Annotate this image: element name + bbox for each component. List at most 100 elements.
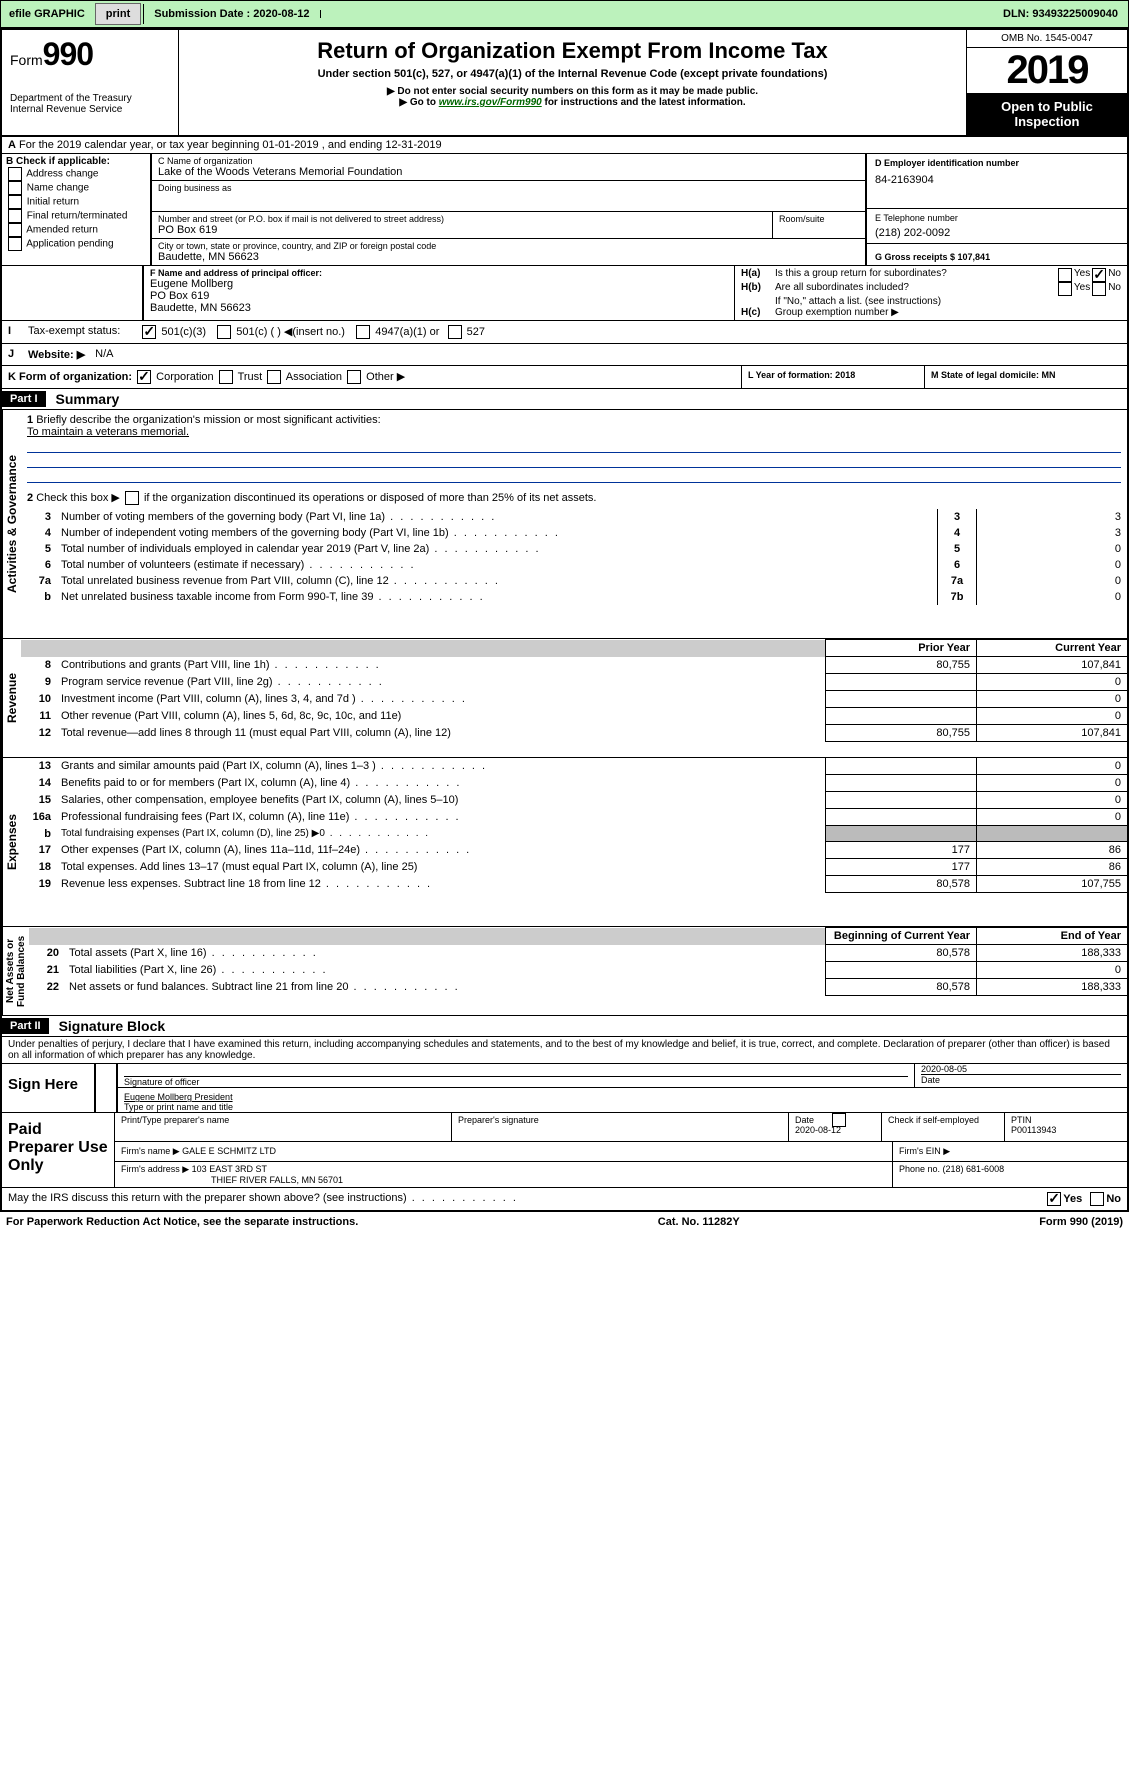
self-employed: Check if self-employed bbox=[882, 1113, 1005, 1141]
firm-addr1: 103 EAST 3RD ST bbox=[192, 1164, 267, 1174]
boxb-checkbox[interactable] bbox=[8, 167, 22, 181]
top-toolbar: efile GRAPHIC print Submission Date : 20… bbox=[0, 0, 1129, 28]
section-expenses: Expenses bbox=[2, 758, 21, 926]
box-c: C Name of organization Lake of the Woods… bbox=[152, 154, 865, 265]
corp-checkbox[interactable] bbox=[137, 370, 151, 384]
other-checkbox[interactable] bbox=[347, 370, 361, 384]
form-word: Form bbox=[10, 52, 43, 68]
opt-assoc: Association bbox=[286, 371, 342, 383]
section-revenue: Revenue bbox=[2, 639, 21, 757]
phone-label: E Telephone number bbox=[875, 213, 1119, 223]
box-deg: D Employer identification number 84-2163… bbox=[865, 154, 1127, 265]
discuss-yes-checkbox[interactable] bbox=[1047, 1192, 1061, 1206]
phone-value: (218) 202-0092 bbox=[875, 227, 1119, 239]
tax-year: 2019 bbox=[967, 48, 1127, 93]
trust-checkbox[interactable] bbox=[219, 370, 233, 384]
form-subtitle: Under section 501(c), 527, or 4947(a)(1)… bbox=[187, 68, 958, 80]
period-text: For the 2019 calendar year, or tax year … bbox=[19, 139, 442, 151]
perjury-text: Under penalties of perjury, I declare th… bbox=[2, 1037, 1127, 1064]
ha-no-checkbox[interactable] bbox=[1092, 268, 1106, 282]
print-button[interactable]: print bbox=[95, 3, 141, 25]
irs-link[interactable]: www.irs.gov/Form990 bbox=[439, 97, 542, 108]
q2-checkbox[interactable] bbox=[125, 491, 139, 505]
part2-header: Part II bbox=[2, 1018, 49, 1034]
type-name-label: Type or print name and title bbox=[124, 1102, 1121, 1112]
part2-title: Signature Block bbox=[49, 1016, 176, 1036]
efile-label: efile GRAPHIC bbox=[1, 4, 93, 24]
form-id-box: Form990 Department of the Treasury Inter… bbox=[2, 30, 179, 135]
sig-date-label: Date bbox=[921, 1074, 1121, 1085]
footer-right: Form 990 (2019) bbox=[1039, 1216, 1123, 1228]
no-label2: No bbox=[1108, 282, 1121, 296]
ein-label: D Employer identification number bbox=[875, 158, 1119, 168]
yes-label: Yes bbox=[1074, 268, 1090, 282]
form-title: Return of Organization Exempt From Incom… bbox=[187, 38, 958, 64]
gross-receipts: G Gross receipts $ 107,841 bbox=[867, 244, 1127, 264]
no-label: No bbox=[1108, 268, 1121, 282]
firm-addr-label: Firm's address ▶ bbox=[121, 1164, 189, 1174]
self-emp-checkbox[interactable] bbox=[832, 1113, 846, 1127]
501c-checkbox[interactable] bbox=[217, 325, 231, 339]
discuss-yes: Yes bbox=[1063, 1193, 1082, 1205]
hb-yes-checkbox[interactable] bbox=[1058, 282, 1072, 296]
omb-number: OMB No. 1545-0047 bbox=[967, 30, 1127, 48]
state-domicile: M State of legal domicile: MN bbox=[924, 366, 1127, 388]
box-b-header: B Check if applicable: bbox=[6, 156, 146, 167]
ha-yes-checkbox[interactable] bbox=[1058, 268, 1072, 282]
firm-name: GALE E SCHMITZ LTD bbox=[182, 1146, 276, 1156]
boxb-checkbox[interactable] bbox=[8, 223, 22, 237]
box-b: B Check if applicable: Address change Na… bbox=[2, 154, 152, 265]
boxb-checkbox[interactable] bbox=[8, 195, 22, 209]
year-formation: L Year of formation: 2018 bbox=[741, 366, 924, 388]
yes-label2: Yes bbox=[1074, 282, 1090, 296]
discuss-text: May the IRS discuss this return with the… bbox=[8, 1192, 518, 1206]
box-f: F Name and address of principal officer:… bbox=[144, 266, 734, 320]
sign-bracket bbox=[94, 1064, 118, 1112]
header-center: Return of Organization Exempt From Incom… bbox=[179, 30, 966, 135]
discuss-no: No bbox=[1106, 1193, 1121, 1205]
org-name: Lake of the Woods Veterans Memorial Foun… bbox=[158, 166, 859, 178]
q1-text: Briefly describe the organization's miss… bbox=[36, 414, 380, 426]
assoc-checkbox[interactable] bbox=[267, 370, 281, 384]
part1-header: Part I bbox=[2, 391, 46, 407]
boxb-checkbox[interactable] bbox=[8, 209, 22, 223]
dba-label: Doing business as bbox=[158, 183, 859, 193]
527-checkbox[interactable] bbox=[448, 325, 462, 339]
501c3-checkbox[interactable] bbox=[142, 325, 156, 339]
firm-name-label: Firm's name ▶ bbox=[121, 1146, 180, 1156]
opt-501c: 501(c) ( ) ◀(insert no.) bbox=[236, 326, 345, 338]
officer-addr1: PO Box 619 bbox=[150, 290, 728, 302]
officer-label: F Name and address of principal officer: bbox=[150, 268, 728, 278]
paid-preparer-label: Paid Preparer Use Only bbox=[2, 1113, 114, 1187]
dln: DLN: 93493225009040 bbox=[993, 4, 1128, 24]
4947-checkbox[interactable] bbox=[356, 325, 370, 339]
ha-text: Is this a group return for subordinates? bbox=[775, 268, 1056, 282]
officer-name: Eugene Mollberg bbox=[150, 278, 728, 290]
room-suite: Room/suite bbox=[773, 212, 865, 238]
prep-sig-label: Preparer's signature bbox=[452, 1113, 789, 1141]
website-label: Website: ▶ bbox=[28, 348, 85, 361]
sig-officer-label: Signature of officer bbox=[124, 1076, 908, 1087]
ein-value: 84-2163904 bbox=[875, 174, 1119, 186]
city-state-zip: Baudette, MN 56623 bbox=[158, 251, 859, 263]
q2-text2: if the organization discontinued its ope… bbox=[144, 492, 597, 504]
boxb-checkbox[interactable] bbox=[8, 181, 22, 195]
officer-addr2: Baudette, MN 56623 bbox=[150, 302, 728, 314]
ptin-value: P00113943 bbox=[1011, 1125, 1056, 1135]
city-label: City or town, state or province, country… bbox=[158, 241, 859, 251]
section-governance: Activities & Governance bbox=[2, 410, 21, 638]
hb-no-checkbox[interactable] bbox=[1092, 282, 1106, 296]
dept-treasury: Department of the Treasury Internal Reve… bbox=[10, 93, 170, 115]
boxb-checkbox[interactable] bbox=[8, 237, 22, 251]
tax-exempt-label: Tax-exempt status: bbox=[28, 325, 120, 339]
period-a: A bbox=[8, 139, 16, 151]
hc-label: H(c) bbox=[741, 307, 775, 318]
i-label: I bbox=[8, 325, 28, 339]
opt-trust: Trust bbox=[238, 371, 263, 383]
street-address: PO Box 619 bbox=[158, 224, 766, 236]
opt-501c3: 501(c)(3) bbox=[161, 326, 206, 338]
spacer bbox=[320, 10, 993, 18]
website-value: N/A bbox=[95, 348, 113, 361]
header-note1: ▶ Do not enter social security numbers o… bbox=[187, 86, 958, 97]
discuss-no-checkbox[interactable] bbox=[1090, 1192, 1104, 1206]
